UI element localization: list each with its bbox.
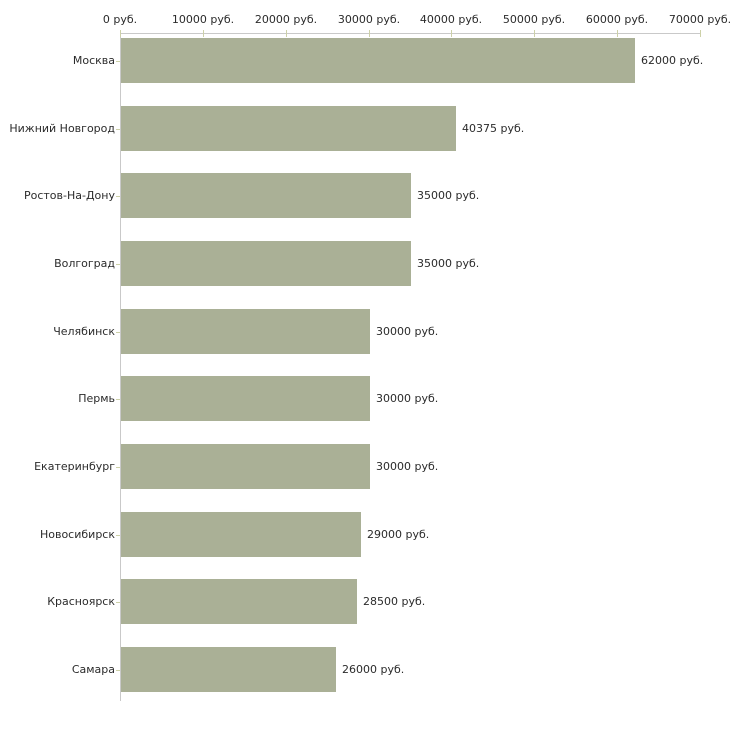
x-tick-label: 30000 руб.	[337, 13, 401, 26]
category-label: Ростов-На-Дону	[23, 189, 115, 202]
value-label: 30000 руб.	[376, 460, 439, 473]
bar-1	[121, 106, 456, 151]
x-tick-mark	[617, 30, 618, 37]
bar-4	[121, 309, 370, 354]
x-tick-label: 60000 руб.	[585, 13, 649, 26]
x-tick-label: 20000 руб.	[254, 13, 318, 26]
x-tick-label: 50000 руб.	[502, 13, 566, 26]
x-tick-mark	[369, 30, 370, 37]
x-tick-mark	[286, 30, 287, 37]
x-tick-label: 40000 руб.	[419, 13, 483, 26]
bar-6	[121, 444, 370, 489]
bar-9	[121, 647, 336, 692]
x-tick-label: 10000 руб.	[171, 13, 235, 26]
x-tick-mark	[534, 30, 535, 37]
category-tick-mark	[116, 670, 120, 671]
value-label: 40375 руб.	[462, 122, 525, 135]
value-label: 35000 руб.	[417, 189, 480, 202]
value-label: 30000 руб.	[376, 325, 439, 338]
value-label: 26000 руб.	[342, 663, 405, 676]
category-label: Самара	[71, 663, 115, 676]
x-tick-mark	[451, 30, 452, 37]
category-tick-mark	[116, 399, 120, 400]
value-label: 30000 руб.	[376, 392, 439, 405]
category-label: Красноярск	[47, 595, 115, 608]
x-tick-mark	[700, 30, 701, 37]
value-label: 29000 руб.	[367, 528, 430, 541]
bar-8	[121, 579, 357, 624]
category-tick-mark	[116, 535, 120, 536]
category-label: Волгоград	[54, 257, 115, 270]
value-label: 35000 руб.	[417, 257, 480, 270]
category-tick-mark	[116, 129, 120, 130]
category-label: Москва	[72, 54, 115, 67]
category-label: Екатеринбург	[34, 460, 115, 473]
bar-7	[121, 512, 361, 557]
x-tick-mark	[203, 30, 204, 37]
category-label: Челябинск	[53, 325, 115, 338]
x-tick-label: 70000 руб.	[668, 13, 730, 26]
x-tick-label: 0 руб.	[102, 13, 138, 26]
category-tick-mark	[116, 61, 120, 62]
category-tick-mark	[116, 602, 120, 603]
y-axis-line	[120, 33, 121, 701]
bar-2	[121, 173, 411, 218]
category-tick-mark	[116, 467, 120, 468]
value-label: 28500 руб.	[363, 595, 426, 608]
bar-5	[121, 376, 370, 421]
category-tick-mark	[116, 264, 120, 265]
x-tick-mark	[120, 30, 121, 37]
x-axis-line	[120, 33, 701, 34]
category-label: Нижний Новгород	[9, 122, 115, 135]
category-tick-mark	[116, 196, 120, 197]
value-label: 62000 руб.	[641, 54, 704, 67]
bar-3	[121, 241, 411, 286]
category-label: Новосибирск	[39, 528, 115, 541]
category-label: Пермь	[78, 392, 115, 405]
bar-0	[121, 38, 635, 83]
category-tick-mark	[116, 332, 120, 333]
